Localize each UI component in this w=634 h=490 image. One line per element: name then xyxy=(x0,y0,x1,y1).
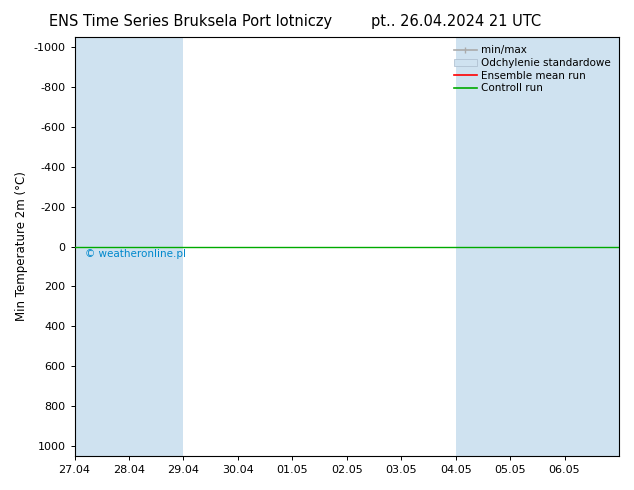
Bar xyxy=(510,37,564,456)
Bar xyxy=(564,37,619,456)
Text: ENS Time Series Bruksela Port lotniczy: ENS Time Series Bruksela Port lotniczy xyxy=(49,14,332,29)
Bar xyxy=(75,37,129,456)
Bar xyxy=(129,37,183,456)
Bar xyxy=(456,37,510,456)
Y-axis label: Min Temperature 2m (°C): Min Temperature 2m (°C) xyxy=(15,172,28,321)
Text: pt.. 26.04.2024 21 UTC: pt.. 26.04.2024 21 UTC xyxy=(372,14,541,29)
Legend: min/max, Odchylenie standardowe, Ensemble mean run, Controll run: min/max, Odchylenie standardowe, Ensembl… xyxy=(451,42,614,97)
Text: © weatheronline.pl: © weatheronline.pl xyxy=(86,248,186,259)
